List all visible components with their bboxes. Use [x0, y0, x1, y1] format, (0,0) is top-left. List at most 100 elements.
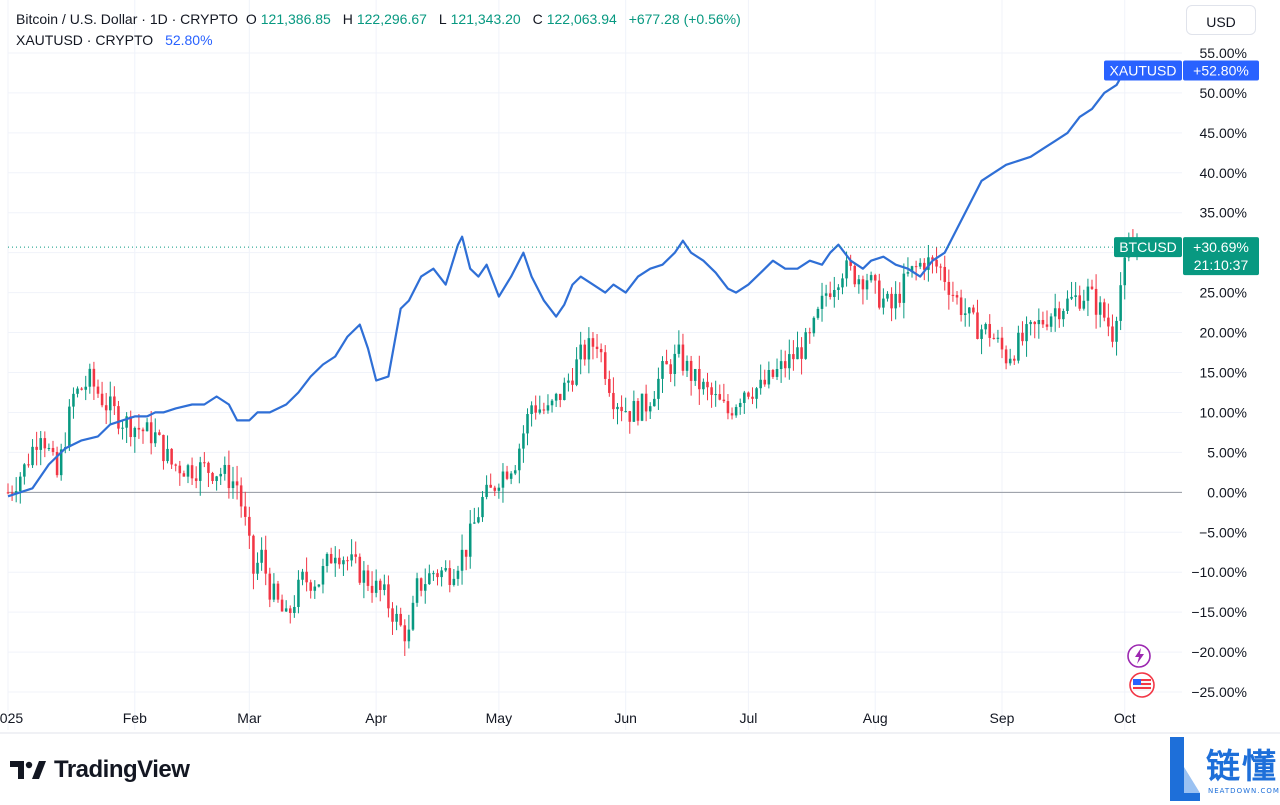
btc-candle-234: [963, 298, 967, 327]
btc-candle-16: [72, 387, 75, 419]
close-value: 122,063.94: [546, 11, 617, 27]
btc-candle-96: [399, 607, 402, 627]
btc-candle-5: [27, 453, 30, 468]
lightning-event-icon[interactable]: [1127, 644, 1151, 668]
btc-candle-110: [456, 565, 460, 586]
x-axis: 2025 Feb Mar Apr May Jun Jul Aug Sep Oct: [0, 710, 1136, 726]
btc-candle-251: [1033, 320, 1037, 339]
btc-candle-257: [1058, 301, 1061, 328]
btc-candle-223: [918, 258, 922, 270]
btc-candle-193: [796, 331, 799, 360]
btc-candle-262: [1078, 285, 1082, 311]
btc-candle-164: [677, 330, 681, 358]
btc-candle-126: [522, 425, 525, 463]
tradingview-logo-icon: [10, 761, 46, 779]
btc-candle-22: [96, 379, 100, 398]
btc-candle-84: [350, 539, 353, 567]
y-tick-label-1: 50.00%: [1200, 85, 1247, 101]
btc-candle-10: [47, 443, 51, 452]
btc-candle-9: [43, 431, 47, 458]
y-tick-label-14: −15.00%: [1191, 604, 1247, 620]
btc-candle-136: [563, 377, 566, 401]
btc-candle-48: [203, 452, 206, 468]
btc-candle-237: [976, 299, 979, 340]
btc-candle-158: [653, 390, 656, 407]
btc-candle-100: [415, 572, 419, 607]
btc-candle-46: [194, 466, 198, 489]
btc-candle-157: [648, 402, 652, 420]
btc-candle-244: [1004, 345, 1008, 370]
btc-candle-230: [947, 269, 951, 310]
btc-candle-236: [972, 304, 975, 315]
high-label: H: [342, 11, 353, 27]
y-tick-label-10: 5.00%: [1207, 444, 1247, 460]
btc-candle-184: [759, 364, 762, 395]
btc-candle-76: [317, 584, 321, 588]
btc-candle-160: [661, 356, 664, 393]
x-tick-label-1: Feb: [123, 710, 147, 726]
x-tick-label-5: Jun: [614, 710, 637, 726]
btc-candle-219: [902, 263, 906, 319]
btc-candle-226: [931, 255, 934, 274]
btc-candle-122: [505, 465, 509, 481]
btc-candle-124: [513, 465, 517, 476]
btc-candle-36: [153, 418, 157, 447]
btc-candle-214: [882, 288, 885, 315]
btc-candle-30: [129, 410, 132, 447]
y-axis: 55.00%50.00%45.00%40.00%35.00%30.00%25.0…: [1191, 45, 1247, 700]
btc-candle-19: [84, 375, 87, 401]
y-tick-label-15: −20.00%: [1191, 644, 1247, 660]
compare-value: 52.80%: [165, 32, 213, 48]
btc-candle-216: [890, 287, 893, 322]
x-tick-label-2: Mar: [237, 710, 261, 726]
btc-candle-57: [239, 477, 243, 518]
x-tick-label-6: Jul: [739, 710, 757, 726]
chart-grid: [0, 0, 1280, 734]
btc-candle-196: [808, 327, 812, 344]
btc-candle-61: [256, 552, 259, 580]
x-tick-label-0: 2025: [0, 710, 23, 726]
y-tick-label-11: 0.00%: [1207, 484, 1247, 500]
legend-btc: Bitcoin / U.S. Dollar · 1D · CRYPTO O 121…: [16, 11, 745, 27]
xaut-price-label: XAUTUSD +52.80%: [1104, 60, 1259, 81]
btc-candle-146: [603, 345, 607, 386]
btc-candle-247: [1017, 325, 1020, 364]
btc-candle-240: [988, 314, 992, 347]
btc-candle-18: [80, 387, 83, 391]
btc-candle-198: [816, 306, 820, 320]
us-flag-event-icon[interactable]: [1129, 672, 1155, 698]
xaut-label-value: +52.80%: [1193, 63, 1249, 79]
btc-candle-227: [935, 247, 938, 274]
btc-candle-133: [550, 398, 554, 413]
btc-candle-233: [959, 289, 963, 322]
btc-candle-62: [260, 537, 263, 571]
btc-candle-153: [632, 390, 636, 422]
btc-candle-268: [1103, 298, 1106, 322]
btc-candle-248: [1021, 321, 1024, 346]
btc-candle-138: [571, 368, 574, 392]
btc-candle-145: [599, 343, 603, 363]
close-label: C: [532, 11, 543, 27]
btc-candle-155: [640, 393, 644, 422]
x-tick-label-3: Apr: [365, 710, 387, 726]
btc-candle-245: [1008, 348, 1012, 366]
watermark: 链懂 NEATDOWN.COM: [1166, 737, 1279, 801]
btc-candle-176: [726, 394, 730, 420]
btc-candle-249: [1025, 316, 1028, 357]
btc-candle-72: [301, 568, 304, 586]
currency-button[interactable]: USD: [1186, 5, 1256, 35]
btc-candle-201: [828, 281, 832, 300]
btc-candle-250: [1029, 320, 1032, 336]
btc-candle-139: [575, 347, 578, 387]
tradingview-logo[interactable]: TradingView: [10, 756, 190, 784]
btc-candle-40: [170, 448, 173, 469]
btc-candle-243: [1000, 326, 1004, 359]
btc-candle-26: [113, 386, 116, 415]
btc-candle-29: [125, 412, 128, 443]
btc-label-name: BTCUSD: [1119, 239, 1177, 255]
btc-candle-208: [857, 274, 861, 294]
low-value: 121,343.20: [450, 11, 521, 27]
btc-candle-47: [198, 456, 202, 496]
btc-candle-170: [702, 378, 705, 395]
